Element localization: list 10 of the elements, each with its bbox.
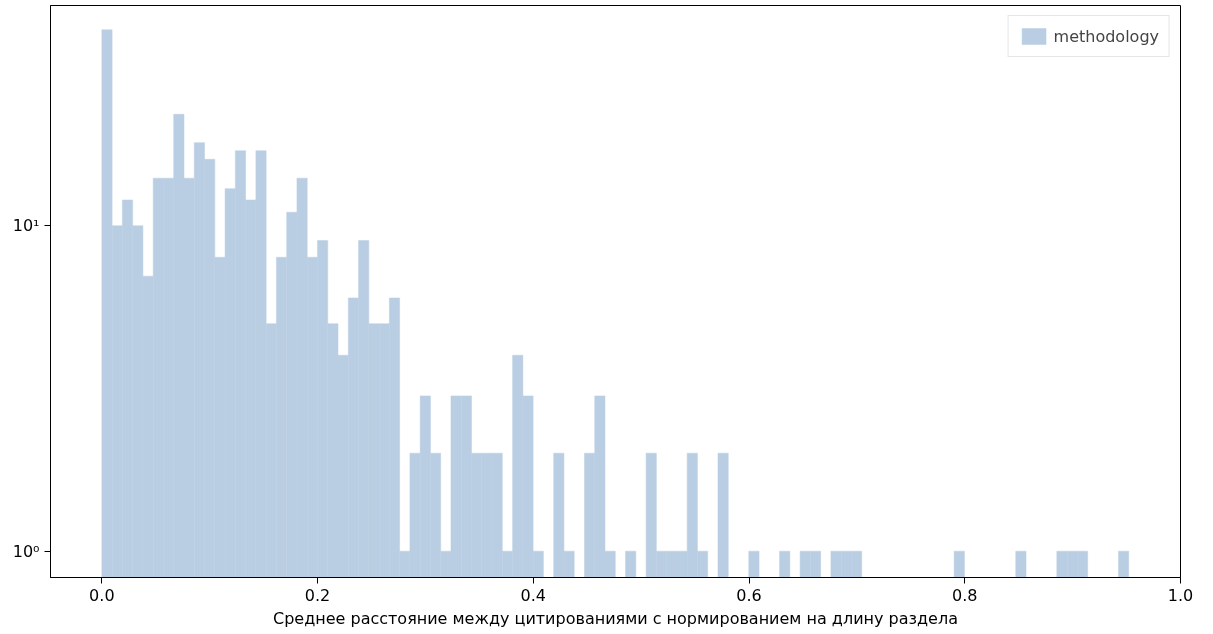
x-tick-label: 0.4 (520, 585, 547, 605)
legend-label: methodology (1053, 26, 1159, 46)
x-axis-title: Среднее расстояние между цитированиями с нормированием на длину раздела (273, 608, 958, 628)
x-tick-label: 0.8 (952, 585, 978, 605)
x-tick-label: 1.0 (1167, 585, 1194, 605)
x-tick-label: 0.6 (736, 585, 762, 605)
y-tick-label: 10¹ (12, 216, 40, 236)
x-tick-label: 0.0 (89, 585, 115, 605)
x-tick-label: 0.2 (304, 585, 331, 605)
y-tick-label: 10⁰ (12, 541, 40, 561)
